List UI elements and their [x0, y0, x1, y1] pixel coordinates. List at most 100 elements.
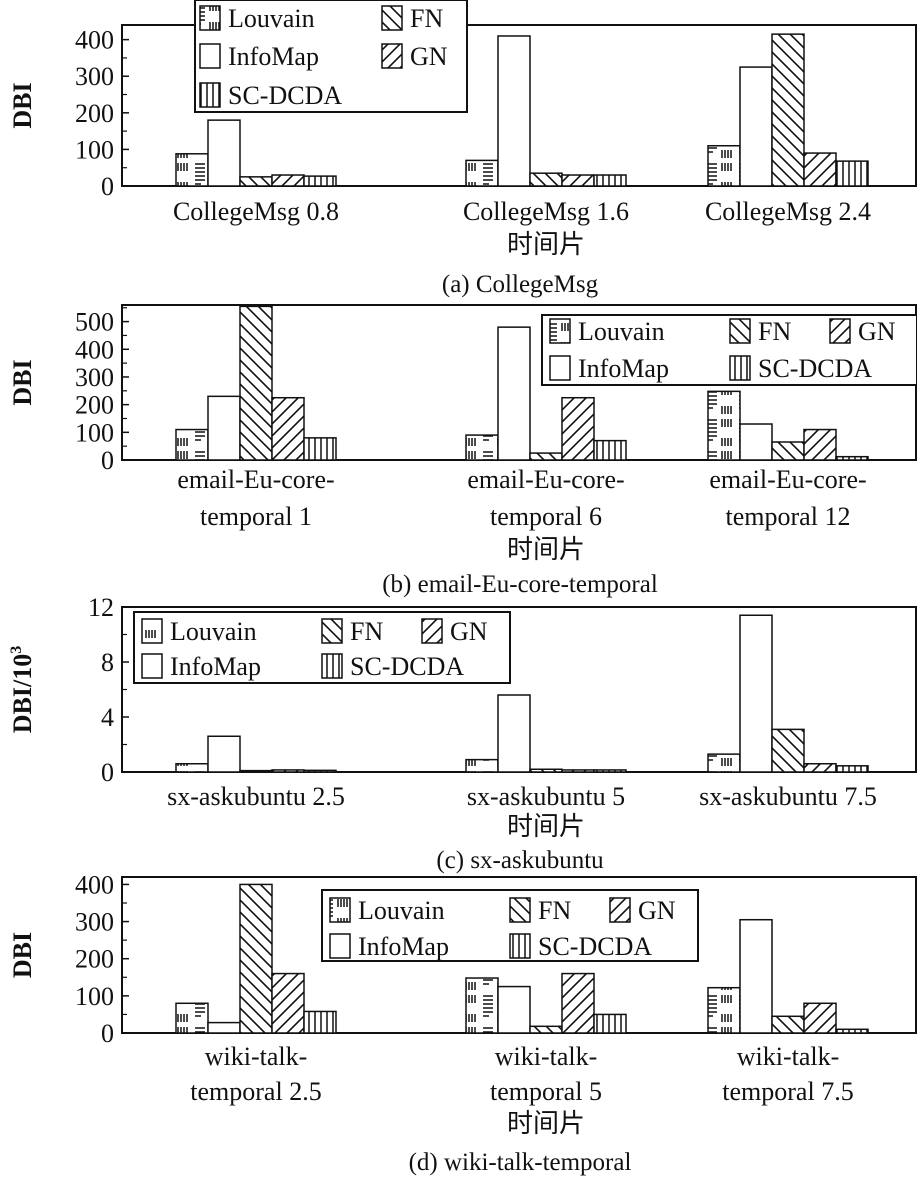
- y-axis-label: DBI/103: [8, 646, 37, 733]
- bar-sc-dcda-1: [593, 174, 627, 187]
- y-tick-label: 200: [75, 945, 114, 974]
- legend-swatch-gn: [381, 43, 403, 69]
- bar-sc-dcda-0: [303, 769, 337, 773]
- legend-label-gn: GN: [858, 317, 896, 346]
- legend-label-sc-dcda: SC-DCDA: [758, 354, 872, 383]
- legend-label-fn: FN: [538, 896, 571, 925]
- x-axis-label: 时间片: [507, 535, 585, 564]
- y-tick-label: 0: [101, 1019, 114, 1048]
- legend-swatch-fn: [381, 5, 403, 31]
- x-axis-label: 时间片: [507, 1109, 585, 1138]
- legend-swatch-gn: [609, 897, 631, 923]
- x-axis-label: 时间片: [507, 230, 585, 259]
- bar-infomap-1: [497, 694, 531, 773]
- y-tick-label: 0: [101, 172, 114, 201]
- panel-caption: (b) email-Eu-core-temporal: [382, 571, 658, 598]
- bar-sc-dcda-2: [835, 455, 869, 461]
- y-tick-label: 300: [75, 908, 114, 937]
- legend-swatch-louvain: [141, 618, 163, 644]
- bar-gn-1: [561, 972, 595, 1034]
- bar-gn-0: [271, 396, 305, 461]
- x-tick-label: wiki-talk-: [737, 1042, 840, 1071]
- y-axis-label: DBI: [8, 932, 37, 978]
- x-tick-label: temporal 2.5: [190, 1077, 321, 1106]
- legend-swatch-louvain: [329, 897, 351, 923]
- y-axis-label-text: DBI: [8, 82, 37, 128]
- bar-fn-1: [529, 768, 563, 773]
- legend-label-louvain: Louvain: [358, 896, 445, 925]
- bar-infomap-1: [497, 35, 531, 187]
- bar-fn-2: [771, 728, 805, 773]
- bar-sc-dcda-1: [593, 1013, 627, 1034]
- y-axis-label: DBI: [8, 359, 37, 405]
- y-axis-label: DBI: [8, 82, 37, 128]
- x-tick-label: temporal 6: [490, 502, 602, 531]
- y-axis-label-text: DBI/10: [8, 654, 37, 733]
- bar-louvain-2: [707, 145, 741, 187]
- bar-sc-dcda-1: [593, 439, 627, 461]
- bar-gn-0: [271, 174, 305, 187]
- legend-swatch-sc-dcda: [729, 355, 751, 381]
- bar-gn-1: [561, 769, 595, 773]
- x-tick-label: email-Eu-core-: [709, 465, 866, 494]
- legend: Louvain FN GN InfoMap SC-DCDA: [133, 611, 511, 684]
- bar-sc-dcda-2: [835, 160, 869, 187]
- legend-swatch-infomap: [549, 355, 571, 381]
- y-tick-label: 4: [101, 703, 114, 732]
- x-tick-label: CollegeMsg 2.4: [705, 197, 871, 226]
- bar-gn-2: [803, 428, 837, 461]
- bar-gn-0: [271, 972, 305, 1034]
- y-tick-label: 200: [75, 391, 114, 420]
- legend-swatch-fn: [321, 618, 343, 644]
- bar-infomap-0: [207, 119, 241, 187]
- y-axis-label-text: DBI: [8, 932, 37, 978]
- legend-box: [194, 0, 468, 113]
- bar-louvain-0: [175, 153, 209, 187]
- bar-louvain-0: [175, 763, 209, 773]
- chart-panel-d: 0 100 200 300 400 DBI wiki-talk-temporal 2.5 wi…: [8, 870, 917, 1176]
- x-axis-label: 时间片: [507, 812, 585, 841]
- legend-swatch-gn: [829, 318, 851, 344]
- legend-label-louvain: Louvain: [170, 617, 257, 646]
- x-tick-label: wiki-talk-: [205, 1042, 308, 1071]
- chart-panel-c: 0 4 8 12 DBI/103 sx-askubuntu 2.5 sx-askubuntu…: [8, 593, 917, 874]
- legend-label-fn: FN: [758, 317, 791, 346]
- legend-label-gn: GN: [638, 896, 676, 925]
- x-tick-label: temporal 7.5: [722, 1077, 853, 1106]
- legend-label-infomap: InfoMap: [228, 42, 319, 71]
- x-tick-label: temporal 5: [490, 1077, 602, 1106]
- bar-fn-1: [529, 452, 563, 461]
- bar-louvain-2: [707, 986, 741, 1034]
- bar-fn-0: [239, 305, 273, 461]
- bar-louvain-2: [707, 753, 741, 773]
- y-axis-label-superscript: 3: [8, 646, 25, 654]
- panel-caption: (c) sx-askubuntu: [436, 847, 604, 874]
- bar-louvain-2: [707, 390, 741, 461]
- bar-fn-1: [529, 172, 563, 187]
- bar-sc-dcda-0: [303, 175, 337, 187]
- legend-swatch-infomap: [141, 653, 163, 679]
- x-tick-label: temporal 1: [200, 502, 312, 531]
- bar-gn-2: [803, 763, 837, 773]
- y-tick-label: 300: [75, 363, 114, 392]
- y-tick-label: 12: [88, 593, 114, 622]
- legend-label-sc-dcda: SC-DCDA: [228, 81, 342, 110]
- bar-sc-dcda-2: [835, 765, 869, 773]
- legend-swatch-fn: [729, 318, 751, 344]
- bar-infomap-0: [207, 395, 241, 461]
- panel-caption: (a) CollegeMsg: [442, 271, 599, 298]
- legend-label-louvain: Louvain: [578, 317, 665, 346]
- y-tick-label: 400: [75, 26, 114, 55]
- bar-gn-1: [561, 396, 595, 461]
- legend-label-gn: GN: [410, 42, 448, 71]
- legend-label-gn: GN: [450, 617, 488, 646]
- chart-panel-a: 0 100 200 300 400 DBI CollegeMsg 0.8 CollegeMsg…: [8, 0, 917, 298]
- x-tick-label: wiki-talk-: [495, 1042, 598, 1071]
- legend: Louvain FN GN InfoMap SC-DCDA: [541, 314, 917, 386]
- legend: Louvain FN InfoMap GN SC-DCDA: [194, 0, 468, 113]
- panel-caption: (d) wiki-talk-temporal: [409, 1149, 632, 1176]
- bar-fn-0: [239, 883, 273, 1034]
- legend-swatch-louvain: [199, 5, 221, 31]
- legend-swatch-sc-dcda: [509, 933, 531, 959]
